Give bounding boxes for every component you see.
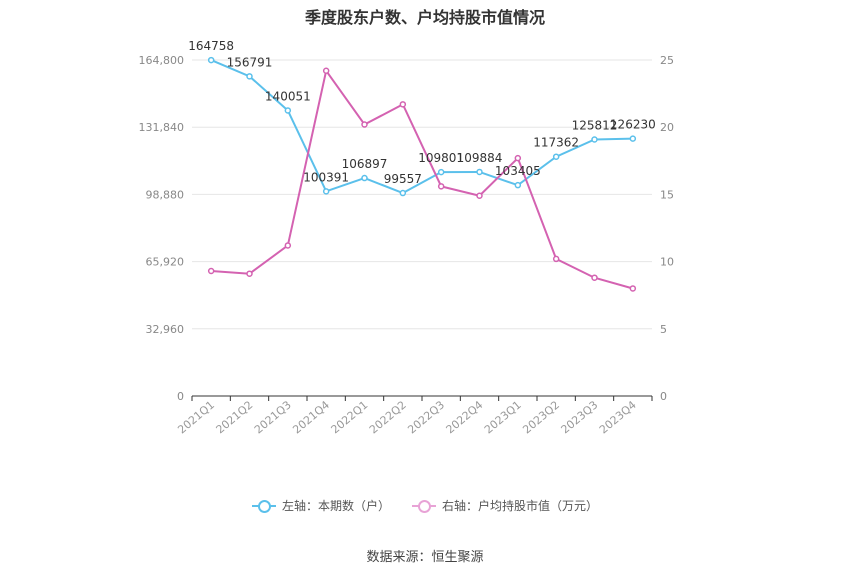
- left-series-point: [284, 107, 292, 114]
- x-axis-tick-label: 2021Q3: [252, 398, 294, 436]
- left-axis-tick-label: 65,920: [146, 256, 185, 269]
- right-series-point: [514, 154, 522, 162]
- data-label: 117362: [533, 136, 579, 150]
- left-series-point: [552, 153, 560, 160]
- right-axis-tick-label: 25: [660, 54, 674, 67]
- x-axis-tick-label: 2023Q1: [482, 398, 524, 436]
- left-series-point: [361, 174, 368, 182]
- data-label: 100391: [303, 170, 349, 184]
- right-series-point: [399, 101, 407, 108]
- data-label: 99557: [384, 172, 422, 186]
- right-series-point: [552, 255, 560, 263]
- left-series-point: [246, 73, 253, 80]
- left-axis-tick-label: 0: [177, 390, 184, 403]
- data-label: 106897: [342, 157, 388, 171]
- right-series-line: [211, 68, 634, 290]
- right-series-point: [629, 285, 637, 292]
- legend-swatch-icon: [412, 499, 436, 513]
- x-axis-tick-label: 2022Q2: [367, 398, 409, 436]
- left-series-point: [591, 136, 598, 143]
- right-series-point: [361, 121, 368, 128]
- legend-swatch-icon: [251, 499, 276, 513]
- left-series-point: [399, 189, 407, 197]
- right-axis-tick-label: 20: [660, 121, 674, 134]
- right-series-point: [476, 192, 483, 199]
- left-axis-tick-label: 131,840: [139, 121, 185, 134]
- chart-title: 季度股东户数、户均持股市值情况: [304, 8, 545, 27]
- left-series-point: [476, 168, 483, 176]
- x-axis-tick-label: 2023Q4: [597, 398, 639, 436]
- data-label: 109884: [457, 151, 503, 165]
- right-axis-tick-label: 10: [660, 256, 674, 269]
- data-label: 126230: [610, 118, 656, 132]
- left-series-line: [210, 59, 633, 195]
- right-series-point: [284, 242, 292, 249]
- legend-item-right[interactable]: 右轴：户均持股市值（万元）: [412, 497, 598, 514]
- left-series-point: [207, 56, 215, 64]
- legend-label: 右轴：户均持股市值（万元）: [442, 499, 599, 513]
- left-axis-tick-label: 98,880: [146, 188, 185, 201]
- right-series-point: [437, 183, 445, 190]
- right-series-point: [246, 270, 253, 277]
- legend-label: 左轴：本期数（户）: [281, 499, 390, 513]
- data-label: 156791: [227, 55, 273, 69]
- left-series-point: [514, 181, 522, 189]
- x-axis-tick-label: 2021Q1: [175, 398, 217, 436]
- x-axis-tick-label: 2021Q4: [290, 398, 332, 436]
- right-series-point: [207, 267, 215, 275]
- x-axis-tick-label: 2022Q4: [444, 398, 486, 436]
- data-label: 103405: [495, 164, 541, 178]
- data-label: 125812: [572, 118, 618, 132]
- grid-lines: [192, 59, 652, 330]
- left-series-point: [437, 168, 445, 176]
- data-label: 109801: [418, 151, 464, 165]
- x-axis-tick-label: 2021Q2: [214, 398, 256, 436]
- right-series-point: [591, 274, 598, 281]
- x-axis-tick-label: 2023Q2: [520, 398, 562, 436]
- right-axis-tick-label: 5: [660, 323, 667, 336]
- left-axis-tick-label: 32,960: [146, 323, 185, 336]
- legend-item-left[interactable]: 左轴：本期数（户）: [251, 497, 390, 514]
- right-axis-tick-label: 0: [660, 390, 667, 403]
- x-axis-tick-label: 2022Q3: [405, 398, 447, 436]
- right-series-point: [322, 67, 330, 75]
- series-lines: [207, 56, 637, 292]
- left-series-point: [629, 135, 637, 142]
- legend: 左轴：本期数（户） 右轴：户均持股市值（万元）: [0, 497, 850, 514]
- source-note: 数据来源：恒生聚源: [366, 550, 484, 565]
- left-axis-tick-label: 164,800: [139, 54, 185, 67]
- x-axis-tick-label: 2023Q3: [559, 398, 601, 436]
- data-label: 140051: [265, 89, 311, 103]
- x-axis-tick-label: 2022Q1: [329, 398, 371, 436]
- left-series-point: [322, 188, 330, 195]
- right-axis-tick-label: 15: [660, 188, 674, 201]
- data-label: 164758: [188, 39, 234, 53]
